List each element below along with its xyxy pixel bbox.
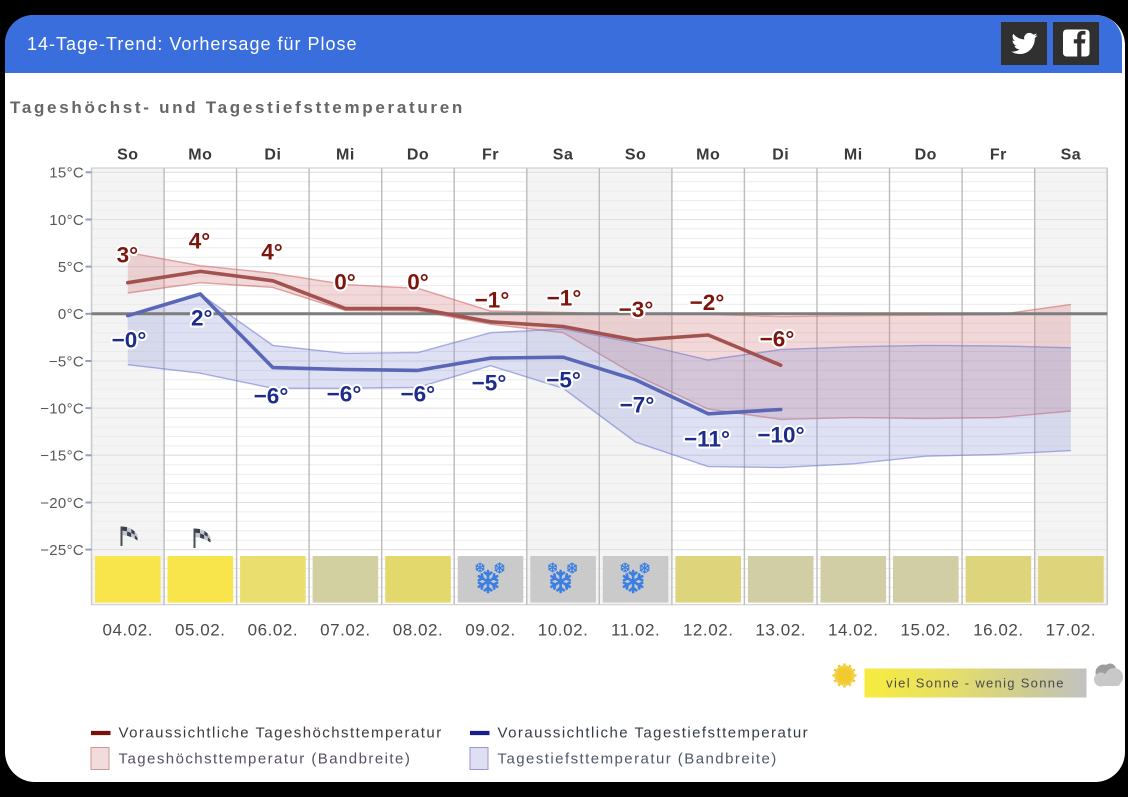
svg-text:−10°C: −10°C — [40, 400, 84, 417]
svg-text:08.02.: 08.02. — [393, 621, 444, 640]
svg-text:−1°: −1° — [547, 286, 582, 311]
svg-text:−6°: −6° — [400, 382, 435, 407]
svg-text:04.02.: 04.02. — [103, 621, 154, 640]
svg-text:10°C: 10°C — [49, 212, 84, 229]
svg-text:0°: 0° — [407, 270, 429, 295]
svg-text:Voraussichtliche Tagestiefstte: Voraussichtliche Tagestiefsttemperatur — [498, 725, 810, 742]
svg-text:Tageshöchsttemperatur (Bandbre: Tageshöchsttemperatur (Bandbreite) — [119, 751, 412, 768]
svg-text:12.02.: 12.02. — [683, 621, 734, 640]
svg-text:11.02.: 11.02. — [611, 621, 660, 640]
svg-text:Sa: Sa — [1061, 147, 1082, 164]
svg-text:4°: 4° — [189, 229, 211, 254]
svg-text:17.02.: 17.02. — [1046, 621, 1097, 640]
svg-text:−11°: −11° — [684, 427, 730, 452]
svg-text:−6°: −6° — [760, 327, 795, 352]
svg-text:−15°C: −15°C — [40, 448, 84, 465]
svg-text:−1°: −1° — [475, 288, 510, 313]
svg-text:viel Sonne - wenig Sonne: viel Sonne - wenig Sonne — [886, 676, 1065, 691]
svg-text:16.02.: 16.02. — [973, 621, 1024, 640]
svg-text:10.02.: 10.02. — [538, 621, 589, 640]
svg-text:Voraussichtliche Tageshöchstte: Voraussichtliche Tageshöchsttemperatur — [119, 725, 443, 742]
svg-text:−0°: −0° — [112, 328, 147, 353]
svg-text:Mo: Mo — [696, 147, 720, 164]
svg-text:−6°: −6° — [254, 384, 289, 409]
svg-text:−6°: −6° — [327, 382, 362, 407]
svg-text:−5°: −5° — [472, 371, 507, 396]
svg-text:−20°C: −20°C — [40, 495, 84, 512]
svg-text:06.02.: 06.02. — [248, 621, 299, 640]
svg-text:05.02.: 05.02. — [175, 621, 226, 640]
svg-text:Sa: Sa — [553, 147, 574, 164]
svg-text:0°: 0° — [334, 270, 356, 295]
svg-text:So: So — [117, 147, 138, 164]
svg-text:4°: 4° — [261, 240, 283, 265]
svg-text:07.02.: 07.02. — [320, 621, 371, 640]
svg-text:−25°C: −25°C — [40, 542, 84, 559]
svg-text:Do: Do — [915, 147, 937, 164]
svg-text:Fr: Fr — [482, 147, 499, 164]
svg-text:−5°C: −5°C — [49, 353, 84, 370]
svg-text:0°C: 0°C — [58, 306, 84, 323]
svg-text:Tagestiefsttemperatur (Bandbre: Tagestiefsttemperatur (Bandbreite) — [498, 751, 778, 768]
svg-text:Mi: Mi — [336, 147, 355, 164]
svg-text:13.02.: 13.02. — [755, 621, 806, 640]
svg-text:−7°: −7° — [620, 393, 655, 418]
svg-text:−3°: −3° — [619, 297, 654, 322]
svg-text:5°C: 5°C — [58, 259, 84, 276]
svg-text:Di: Di — [264, 147, 281, 164]
svg-text:3°: 3° — [117, 243, 139, 268]
svg-text:Fr: Fr — [990, 147, 1007, 164]
svg-text:−2°: −2° — [690, 290, 725, 315]
svg-text:Di: Di — [772, 147, 789, 164]
svg-text:−10°: −10° — [757, 423, 804, 448]
svg-text:2°: 2° — [191, 306, 213, 331]
svg-text:Mi: Mi — [844, 147, 863, 164]
svg-text:09.02.: 09.02. — [465, 621, 516, 640]
svg-text:Do: Do — [407, 147, 429, 164]
svg-text:15.02.: 15.02. — [901, 621, 952, 640]
svg-text:15°C: 15°C — [49, 165, 84, 182]
svg-text:−5°: −5° — [546, 368, 581, 393]
svg-text:14.02.: 14.02. — [828, 621, 879, 640]
svg-text:So: So — [625, 147, 646, 164]
svg-text:Mo: Mo — [188, 147, 212, 164]
